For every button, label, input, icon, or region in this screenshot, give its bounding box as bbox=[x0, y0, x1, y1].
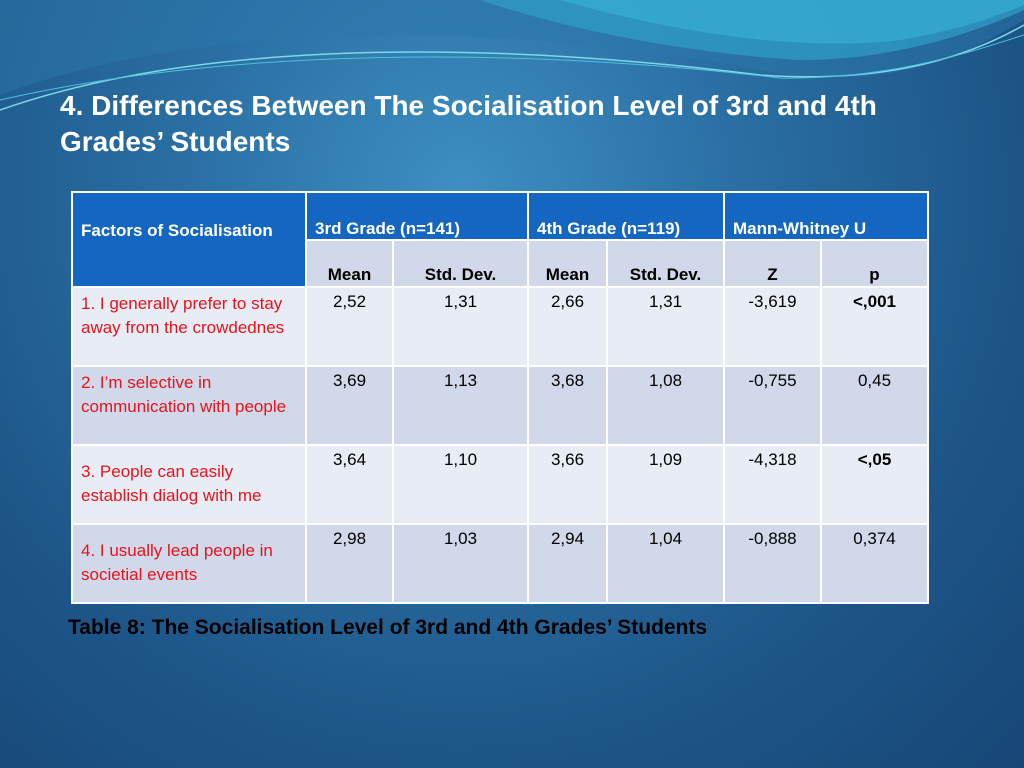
subheader: Std. Dev. bbox=[392, 239, 529, 288]
table-row: 1. I generally prefer to stay away from … bbox=[71, 286, 929, 367]
group-header-mwu: Mann-Whitney U bbox=[723, 191, 929, 241]
row-label: 2. I’m selective in communication with p… bbox=[71, 365, 307, 446]
table-caption: Table 8: The Socialisation Level of 3rd … bbox=[68, 616, 708, 639]
cell: 2,66 bbox=[527, 286, 608, 367]
cell: 1,31 bbox=[392, 286, 529, 367]
subheader: Z bbox=[723, 239, 822, 288]
cell: -0,888 bbox=[723, 523, 822, 604]
group-header-4th: 4th Grade (n=119) bbox=[527, 191, 725, 241]
cell: 2,94 bbox=[527, 523, 608, 604]
cell: <,001 bbox=[820, 286, 929, 367]
factor-header: Factors of Socialisation bbox=[71, 191, 307, 288]
table-row: 2. I’m selective in communication with p… bbox=[71, 365, 929, 446]
cell: 3,66 bbox=[527, 444, 608, 525]
cell: 2,52 bbox=[305, 286, 394, 367]
subheader: Mean bbox=[305, 239, 394, 288]
cell: 3,64 bbox=[305, 444, 394, 525]
cell: 2,98 bbox=[305, 523, 394, 604]
socialisation-table: Factors of Socialisation 3rd Grade (n=14… bbox=[71, 191, 929, 604]
row-label: 1. I generally prefer to stay away from … bbox=[71, 286, 307, 367]
cell: 1,04 bbox=[606, 523, 725, 604]
group-header-3rd: 3rd Grade (n=141) bbox=[305, 191, 529, 241]
cell: -0,755 bbox=[723, 365, 822, 446]
cell: 0,374 bbox=[820, 523, 929, 604]
cell: 1,03 bbox=[392, 523, 529, 604]
cell: -4,318 bbox=[723, 444, 822, 525]
row-label: 4. I usually lead people in societial ev… bbox=[71, 523, 307, 604]
subheader: p bbox=[820, 239, 929, 288]
row-label: 3. People can easily establish dialog wi… bbox=[71, 444, 307, 525]
cell: 1,08 bbox=[606, 365, 725, 446]
cell: 1,13 bbox=[392, 365, 529, 446]
slide-title: 4. Differences Between The Socialisation… bbox=[60, 90, 877, 157]
decorative-waves bbox=[0, 0, 1024, 111]
cell: 1,31 bbox=[606, 286, 725, 367]
cell: 1,10 bbox=[392, 444, 529, 525]
subheader: Std. Dev. bbox=[606, 239, 725, 288]
cell: 3,68 bbox=[527, 365, 608, 446]
cell: 3,69 bbox=[305, 365, 394, 446]
cell: <,05 bbox=[820, 444, 929, 525]
table-row: 3. People can easily establish dialog wi… bbox=[71, 444, 929, 525]
cell: -3,619 bbox=[723, 286, 822, 367]
table-row: 4. I usually lead people in societial ev… bbox=[71, 523, 929, 604]
subheader: Mean bbox=[527, 239, 608, 288]
cell: 1,09 bbox=[606, 444, 725, 525]
cell: 0,45 bbox=[820, 365, 929, 446]
